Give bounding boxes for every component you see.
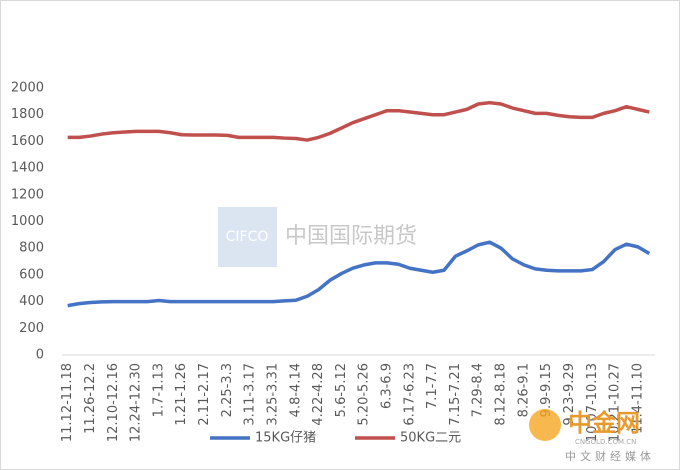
line-series [67, 100, 650, 142]
watermark: CNGOLD.COM.CN [575, 438, 636, 446]
y-tick-label: 0 [36, 348, 44, 363]
x-tick-label: 2.11-2.17 [197, 363, 212, 426]
y-tick-label: 1000 [11, 214, 44, 229]
x-tick-label: 5.20-5.26 [357, 363, 372, 426]
y-tick-label: 400 [19, 294, 44, 309]
x-tick-label: 3.11-3.17 [243, 363, 258, 426]
x-tick-label: 8.26-9.1 [516, 363, 531, 417]
y-tick-label: 800 [19, 241, 44, 256]
x-tick-label: 10.07-10.13 [585, 363, 600, 442]
x-tick-label: 12.10-12.16 [106, 363, 121, 442]
x-tick-label: 2.25-3.3 [220, 363, 235, 417]
y-tick-label: 1800 [11, 107, 44, 122]
x-tick-label: 11.26-12.2 [83, 363, 98, 434]
watermark-logo [529, 409, 561, 441]
y-tick-label: 1400 [11, 161, 44, 176]
y-tick-label: 200 [19, 321, 44, 336]
x-tick-label: 3.25-3.31 [265, 363, 280, 426]
x-tick-label: 10.21-10.27 [608, 363, 623, 442]
x-tick-label: 4.22-4.28 [311, 363, 326, 426]
y-tick-label: 1200 [11, 187, 44, 202]
x-tick-label: 7.1-7.7 [425, 363, 440, 409]
line-series [67, 240, 651, 308]
watermark: CIFCO [226, 229, 269, 245]
x-tick-label: 9.9-9.15 [539, 363, 554, 417]
watermark: 中国国际期货 [285, 224, 417, 249]
x-tick-label: 11.12-11.18 [60, 363, 75, 442]
x-tick-label: 11.4-11.10 [630, 363, 645, 434]
x-tick-label: 5.6-5.12 [334, 363, 349, 417]
y-tick-label: 1600 [11, 134, 44, 149]
watermark: 中文财经媒体 [565, 449, 655, 463]
y-tick-label: 2000 [11, 81, 44, 96]
x-tick-label: 12.24-12.30 [129, 363, 144, 442]
x-tick-label: 4.8-4.14 [288, 363, 303, 417]
x-tick-label: 6.17-6.23 [402, 363, 417, 426]
x-tick-label: 9.23-9.29 [562, 363, 577, 426]
x-tick-label: 8.12-8.18 [494, 363, 509, 426]
watermark-box [218, 207, 277, 267]
x-tick-label: 6.3-6.9 [380, 363, 395, 409]
x-tick-label: 1.21-1.26 [174, 363, 189, 426]
x-tick-label: 7.15-7.21 [448, 363, 463, 426]
legend-label: 50KG二元 [400, 431, 461, 446]
plot: 0 200 400 600 800 1000 1200 1400 1600 1800 2000 11.… [11, 81, 655, 446]
watermark: 中金网 [568, 409, 640, 437]
x-tick-label: 1.7-1.13 [151, 363, 166, 417]
y-tick-label: 600 [19, 267, 44, 282]
legend-label: 15KG仔猪 [255, 431, 316, 446]
x-tick-label: 7.29-8.4 [471, 363, 486, 417]
